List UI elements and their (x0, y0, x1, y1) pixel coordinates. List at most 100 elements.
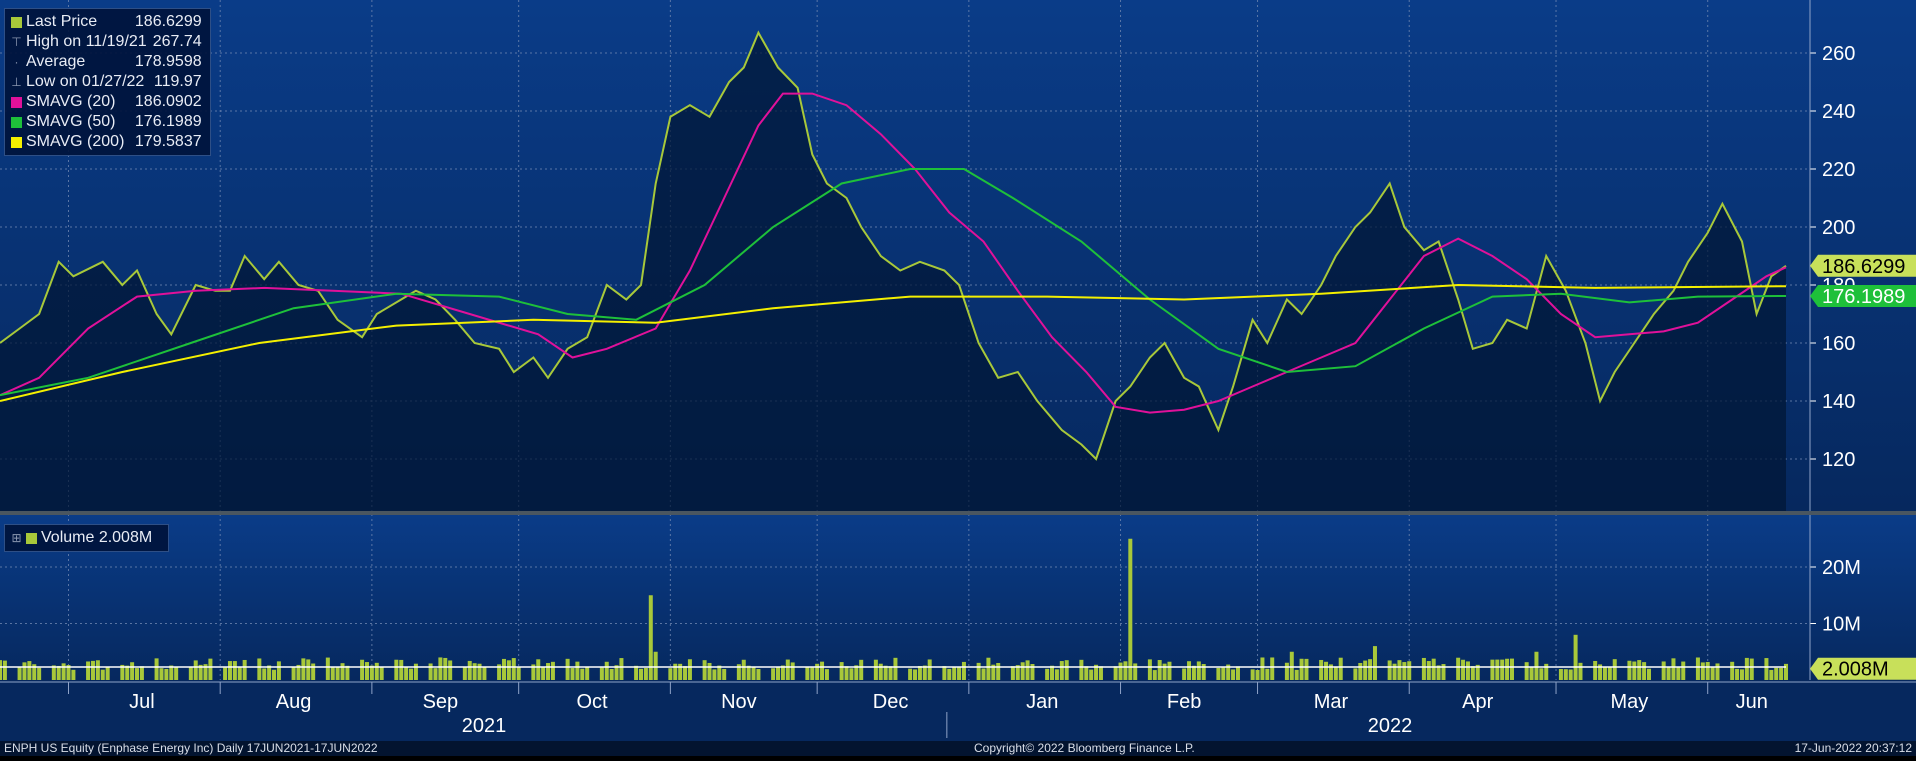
volume-legend-label: Volume 2.008M (41, 529, 153, 546)
volume-tick-label: 10M (1822, 614, 1861, 636)
volume-bar (1123, 661, 1128, 680)
price-tick-label: 220 (1822, 159, 1855, 181)
month-label: Dec (873, 691, 909, 713)
volume-bar (462, 666, 467, 680)
legend-label: Low on 01/27/22 (26, 73, 145, 90)
legend-value: 119.97 (153, 73, 202, 90)
month-label: May (1611, 691, 1649, 713)
volume-bar (1661, 661, 1666, 680)
volume-bar (1216, 667, 1221, 680)
volume-bar (1730, 661, 1735, 680)
volume-bar (90, 660, 95, 680)
volume-bar (1324, 661, 1329, 680)
volume-bar (1226, 664, 1231, 680)
volume-bar (169, 665, 174, 680)
volume-bar (1764, 658, 1769, 680)
volume-bar (227, 661, 232, 680)
volume-bar (1372, 646, 1377, 680)
volume-bar (1568, 669, 1573, 680)
expand-icon[interactable]: ⊞ (11, 531, 22, 545)
volume-bar (820, 661, 825, 680)
volume-bar (1064, 660, 1069, 680)
legend-row: · Average 178.9598 (11, 52, 202, 72)
volume-bar (609, 668, 614, 680)
volume-bar (1201, 664, 1206, 680)
volume-bar (1534, 651, 1539, 680)
legend-swatch (11, 136, 22, 148)
volume-bar (1270, 657, 1275, 680)
price-area-fill (0, 32, 1786, 512)
legend-label: SMAVG (50) (26, 113, 116, 130)
volume-bar (751, 666, 756, 680)
volume-bar (1196, 661, 1201, 680)
volume-bar (1632, 661, 1637, 680)
volume-bar (66, 665, 71, 680)
volume-bar (1368, 659, 1373, 680)
volume-bar (1465, 661, 1470, 680)
volume-bar (56, 665, 61, 680)
volume-bar (712, 669, 717, 680)
volume-bar (1358, 662, 1363, 680)
volume-bar (1681, 661, 1686, 680)
volume-bar (100, 669, 105, 680)
volume-bar (1255, 670, 1260, 680)
volume-bar (86, 661, 91, 680)
volume-bar (1539, 668, 1544, 680)
volume-bar (208, 658, 213, 680)
volume-bar (913, 669, 918, 680)
volume-bar (585, 667, 590, 680)
volume-bar (242, 659, 247, 680)
legend-label: SMAVG (20) (26, 93, 116, 110)
volume-bar (506, 660, 511, 680)
volume-bar (1529, 666, 1534, 680)
volume-bar (1637, 660, 1642, 680)
month-label: Aug (276, 691, 312, 713)
volume-bar (51, 665, 56, 680)
volume-bar (824, 669, 829, 680)
volume-bar (516, 667, 521, 680)
volume-bar (360, 659, 365, 680)
volume-bar (957, 666, 962, 680)
volume-bar (1231, 669, 1236, 680)
volume-bar (541, 667, 546, 680)
legend-label: High on 11/19/21 (26, 33, 147, 50)
volume-bar (1328, 664, 1333, 680)
volume-bar (364, 662, 369, 680)
volume-bar (575, 661, 580, 680)
volume-bar (1700, 662, 1705, 680)
volume-bar (335, 666, 340, 680)
volume-bar (1118, 662, 1123, 680)
volume-bar (736, 664, 741, 680)
volume-bar (776, 667, 781, 680)
volume-bar (164, 668, 169, 680)
legend-row: SMAVG (200) 179.5837 (11, 132, 202, 152)
volume-bar (917, 665, 922, 680)
volume-bar (1705, 661, 1710, 680)
volume-last-tag-shape (1810, 657, 1916, 680)
volume-bar (2, 660, 7, 680)
volume-bar (839, 662, 844, 680)
volume-bar (1333, 666, 1338, 680)
volume-bar (22, 662, 27, 680)
volume-bar (756, 669, 761, 680)
volume-bar (1695, 657, 1700, 680)
volume-bar (438, 657, 443, 680)
volume-bar (653, 651, 658, 680)
volume-bar (1020, 662, 1025, 680)
month-label: Mar (1314, 691, 1349, 713)
volume-bar (893, 657, 898, 680)
volume-bar (198, 664, 203, 680)
volume-bar (1544, 663, 1549, 680)
volume-bar (1524, 662, 1529, 680)
volume-bar (619, 658, 624, 680)
volume-bar (345, 665, 350, 680)
volume-bar (873, 659, 878, 680)
volume-bar (1607, 667, 1612, 680)
volume-bar (722, 668, 727, 680)
volume-bar (135, 668, 140, 680)
volume-bar (472, 663, 477, 680)
volume-bar (1456, 657, 1461, 680)
volume-bar (780, 665, 785, 680)
volume-bar (1407, 661, 1412, 680)
